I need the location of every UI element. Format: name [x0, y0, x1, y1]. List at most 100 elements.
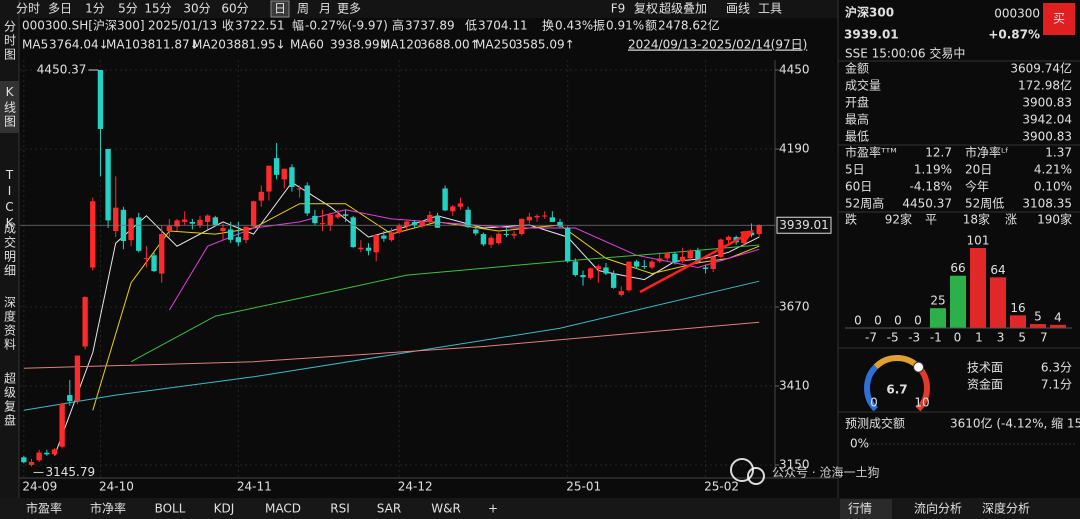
candle-body: [672, 253, 678, 263]
side-tab[interactable]: TICK: [3, 168, 17, 232]
period-tab[interactable]: 5分: [118, 2, 138, 16]
stat-label: 最高: [845, 112, 869, 127]
distribution-label: 5: [1034, 310, 1042, 324]
candle-body: [549, 217, 556, 222]
period-tab[interactable]: 月: [319, 2, 331, 16]
tool-button[interactable]: 工具: [758, 2, 782, 16]
last-price-label: 3939.01: [779, 218, 829, 232]
x-tick-label: 24-10: [99, 480, 134, 494]
indicator-tab[interactable]: 市盈率: [26, 501, 62, 516]
side-tab[interactable]: 深度资料: [3, 296, 17, 352]
distribution-bar: [1050, 324, 1066, 328]
ma-line: [23, 280, 760, 411]
info-label: 换: [542, 19, 554, 33]
indicator-tab[interactable]: W&R: [431, 502, 461, 516]
panel-tab[interactable]: 流向分析: [914, 501, 962, 516]
candle-body: [534, 215, 540, 218]
candle-body: [679, 256, 686, 262]
candle-body: [136, 217, 142, 251]
tool-button[interactable]: 复权: [634, 2, 658, 16]
candle-body: [105, 149, 111, 221]
period-tab[interactable]: 60分: [221, 2, 248, 16]
distribution-axis-label: -3: [908, 331, 920, 345]
period-tab[interactable]: 15分: [144, 2, 171, 16]
distribution-label: 0: [894, 314, 902, 328]
info-value: 2478.62亿: [658, 18, 720, 33]
candle-body: [457, 203, 464, 207]
candle-body: [350, 217, 356, 248]
ratio-cell: 20日: [965, 163, 992, 177]
info-label: 额: [645, 19, 657, 33]
candle-body: [227, 229, 234, 240]
candle-body: [304, 185, 310, 214]
stat-value: 3900.83: [1022, 130, 1072, 144]
candle-body: [319, 223, 326, 225]
candle-body: [365, 247, 372, 251]
side-tab[interactable]: 成交明细: [3, 222, 17, 278]
period-tab[interactable]: 30分: [183, 2, 210, 16]
candle-body: [450, 206, 456, 212]
indicator-tab[interactable]: SAR: [377, 502, 401, 516]
candle-body: [289, 167, 295, 187]
ma-value: 3688.00↑: [420, 38, 480, 52]
side-tab[interactable]: 分时图: [3, 20, 17, 62]
indicator-tab[interactable]: MACD: [265, 502, 301, 516]
y-tick-label: 3410: [779, 378, 810, 392]
ratio-cell: 12.7: [925, 146, 952, 160]
period-tab[interactable]: 日: [274, 2, 286, 16]
period-tab[interactable]: 更多: [337, 2, 361, 16]
candle-body: [633, 261, 640, 267]
tool-button[interactable]: F9: [611, 2, 626, 16]
distribution-bar: [1030, 324, 1046, 328]
distribution-bar: [990, 277, 1006, 328]
x-tick-label: 25-01: [566, 480, 601, 494]
candle-body: [358, 247, 364, 250]
period-tab[interactable]: 分时: [16, 2, 40, 16]
stat-value: 3609.74亿: [1010, 61, 1072, 76]
arrow-line: [639, 232, 749, 294]
candle-body: [312, 215, 318, 224]
tool-button[interactable]: 超级叠加: [659, 1, 707, 16]
y-tick-label: 3670: [779, 299, 810, 313]
stat-label: 金额: [845, 61, 869, 76]
buy-button[interactable]: [1043, 3, 1075, 35]
stat-label: 成交量: [845, 78, 881, 93]
candle-body: [182, 219, 188, 222]
quote-code: 000300: [994, 7, 1040, 21]
info-value: 0.91%: [606, 19, 644, 33]
period-tab[interactable]: 周: [297, 2, 309, 16]
indicator-tab[interactable]: 市净率: [90, 501, 126, 516]
distribution-label: 25: [930, 294, 945, 308]
panel-tab[interactable]: 行情: [848, 502, 872, 516]
date-range[interactable]: 2024/09/13-2025/02/14(97日): [628, 38, 807, 52]
breadth-cell: 92家: [885, 212, 912, 227]
period-tab[interactable]: 多日: [48, 2, 72, 16]
candle-body: [197, 219, 203, 225]
ratio-cell: 60日: [845, 180, 872, 194]
panel-tab[interactable]: 深度分析: [982, 501, 1030, 516]
indicator-tab[interactable]: RSI: [330, 502, 350, 516]
candle-body: [587, 268, 594, 279]
forecast-value: 3610亿 (-4.12%, 缩 155亿): [950, 416, 1080, 431]
side-tab[interactable]: 超级复盘: [3, 371, 17, 428]
ma-name: MA10: [106, 38, 140, 52]
ratio-cell: 1.19%: [914, 163, 952, 177]
candle-body: [235, 237, 241, 243]
stat-value: 3942.04: [1022, 113, 1072, 127]
side-tab[interactable]: K线图: [3, 85, 17, 129]
candle-body: [618, 291, 624, 295]
indicator-tab[interactable]: +: [488, 502, 498, 516]
y-tick-label: 3150: [779, 457, 810, 471]
forecast-axis: 0%: [850, 437, 869, 451]
period-tab[interactable]: 1分: [85, 2, 105, 16]
tool-button[interactable]: 画线: [726, 2, 750, 16]
candle-body: [266, 165, 272, 192]
ma-line: [23, 321, 760, 369]
indicator-tab[interactable]: KDJ: [214, 502, 235, 516]
watermark-icon: [747, 467, 765, 485]
candle-body: [595, 266, 601, 269]
indicator-tab[interactable]: BOLL: [155, 502, 186, 516]
bottom-bar: [0, 498, 838, 519]
buy-label[interactable]: 买: [1053, 12, 1065, 26]
